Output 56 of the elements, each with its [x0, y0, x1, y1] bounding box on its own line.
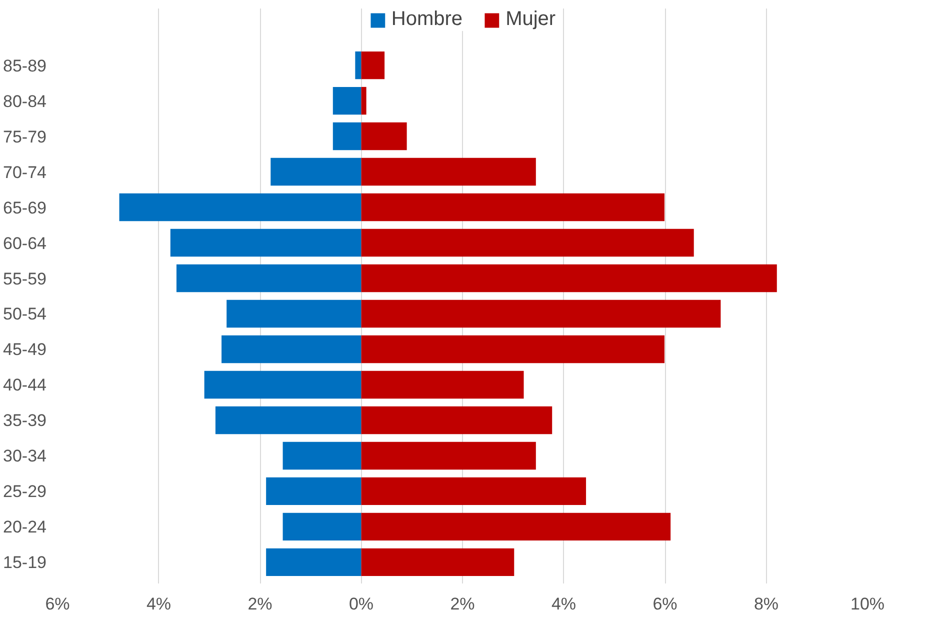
bar — [355, 51, 362, 80]
x-tick-label: 0% — [348, 594, 374, 614]
y-tick-label: 50-54 — [3, 304, 47, 324]
bar — [361, 335, 664, 364]
bar — [119, 193, 362, 222]
y-tick-label: 80-84 — [3, 92, 47, 111]
bar — [361, 193, 664, 222]
bar — [361, 406, 552, 434]
legend-label: Hombre — [391, 8, 463, 31]
x-tick-label: 2% — [450, 594, 475, 614]
bar — [176, 264, 362, 292]
y-tick-label: 40-44 — [3, 376, 47, 395]
bar — [361, 442, 536, 470]
bar — [282, 512, 362, 541]
y-tick-label: 55-59 — [3, 269, 47, 288]
y-tick-label: 45-49 — [3, 340, 47, 360]
x-tick-label: 2% — [248, 594, 272, 614]
bar — [215, 406, 362, 434]
bar — [170, 228, 362, 257]
bar — [361, 477, 586, 506]
y-tick-label: 25-29 — [3, 482, 47, 502]
y-tick-label: 15-19 — [3, 553, 47, 572]
x-tick-label: 6% — [652, 594, 678, 614]
x-tick-label: 6% — [45, 594, 70, 614]
x-tick-label: 10% — [850, 594, 885, 614]
bar — [361, 86, 366, 115]
bar — [361, 158, 536, 186]
y-tick-label: 35-39 — [3, 411, 47, 430]
bar — [361, 228, 694, 257]
bar — [270, 158, 362, 186]
x-tick-label: 4% — [146, 594, 172, 614]
bar — [361, 264, 777, 292]
bar — [204, 370, 362, 399]
bar — [361, 51, 385, 80]
x-tick-label: 8% — [754, 594, 779, 614]
bar — [222, 335, 362, 364]
bar — [332, 122, 362, 150]
bar — [332, 86, 362, 115]
bar — [361, 300, 721, 328]
y-tick-label: 85-89 — [3, 56, 47, 76]
y-tick-label: 30-34 — [3, 446, 47, 466]
bar — [361, 122, 407, 150]
bar — [266, 477, 362, 506]
bar — [226, 300, 362, 328]
bar — [361, 512, 671, 541]
legend-label: Mujer — [506, 8, 556, 31]
y-tick-label: 65-69 — [3, 198, 47, 218]
y-tick-label: 70-74 — [3, 162, 47, 182]
bar — [361, 548, 514, 576]
x-tick-label: 4% — [551, 594, 576, 614]
bar — [361, 370, 524, 399]
y-tick-label: 75-79 — [3, 127, 47, 146]
y-tick-label: 60-64 — [3, 234, 47, 253]
y-tick-label: 20-24 — [3, 518, 47, 537]
bar — [266, 548, 362, 576]
bar — [282, 442, 362, 470]
